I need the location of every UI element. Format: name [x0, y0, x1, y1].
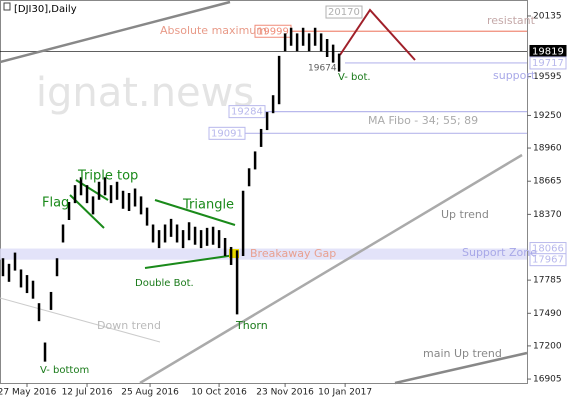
annotation: MA Fibo - 34; 55; 89	[368, 114, 478, 127]
annotation: Absolute maximum	[160, 24, 267, 37]
level-label: 20170	[328, 7, 360, 18]
annotation: V- bottom	[40, 365, 89, 376]
level-label: 17967	[532, 255, 564, 266]
annotation: main Up trend	[423, 347, 502, 360]
annotation: Triple top	[77, 169, 138, 184]
title-block: [DJI30],Daily	[3, 2, 77, 15]
x-tick-label: 23 Nov 2016	[256, 388, 314, 398]
level-label: 19717	[532, 58, 564, 69]
trend-line	[394, 351, 528, 385]
y-tick-label: 17785	[533, 276, 562, 286]
y-tick-label: 19250	[533, 111, 562, 121]
pattern-line	[154, 199, 236, 226]
y-tick-label: 18960	[533, 144, 562, 154]
level-box	[228, 105, 266, 119]
y-tick-label: 19595	[533, 72, 562, 82]
annotation: Thorn	[235, 319, 268, 332]
y-tick-label: 17490	[533, 309, 562, 319]
y-tick-label: 16905	[533, 375, 562, 385]
level-label: 18066	[532, 244, 564, 255]
level-label: 19819	[532, 46, 564, 57]
y-tick-label: 17200	[533, 341, 562, 351]
level-box	[529, 253, 567, 267]
level-label: 19091	[211, 128, 243, 139]
level-box	[325, 5, 363, 19]
annotation: V- bot.	[338, 72, 371, 83]
watermark: ignat.news	[36, 70, 254, 116]
trend-line	[0, 297, 161, 343]
annotation: Up trend	[441, 208, 489, 221]
drawings	[0, 0, 528, 385]
y-tick-label: 18370	[533, 210, 562, 220]
pattern-line	[144, 254, 236, 269]
annotation: Triangle	[182, 198, 234, 213]
level-box	[529, 56, 567, 70]
chart-title: [DJI30],Daily	[14, 4, 77, 15]
y-tick-label: 20135	[533, 11, 562, 21]
trend-line	[0, 0, 231, 64]
x-tick-label: 27 May 2016	[0, 388, 57, 398]
annotation: Down trend	[97, 319, 161, 332]
level-label: 19999	[257, 26, 289, 37]
annotation: Support Zone	[462, 246, 537, 259]
level-label: 19284	[231, 107, 263, 118]
forecast-line	[339, 8, 416, 61]
annotation: Breakaway Gap	[250, 247, 336, 260]
annotation: support	[493, 69, 536, 82]
x-tick-label: 12 Jul 2016	[62, 388, 113, 398]
annotation: Flag	[42, 196, 69, 211]
x-tick-label: 10 Jan 2017	[318, 388, 372, 398]
icon	[3, 2, 11, 11]
gap-marker	[229, 249, 239, 258]
y-tick-label: 18665	[533, 177, 562, 187]
support-zone	[0, 248, 527, 260]
trend-line	[139, 153, 523, 385]
x-tick-label: 25 Aug 2016	[121, 388, 179, 398]
annotation: Double Bot.	[135, 278, 194, 289]
plot-frame	[0, 0, 528, 384]
level-box	[208, 126, 246, 140]
level-label: 19674	[308, 63, 337, 73]
x-tick-label: 10 Oct 2016	[191, 388, 247, 398]
annotation: resistant	[487, 14, 536, 27]
